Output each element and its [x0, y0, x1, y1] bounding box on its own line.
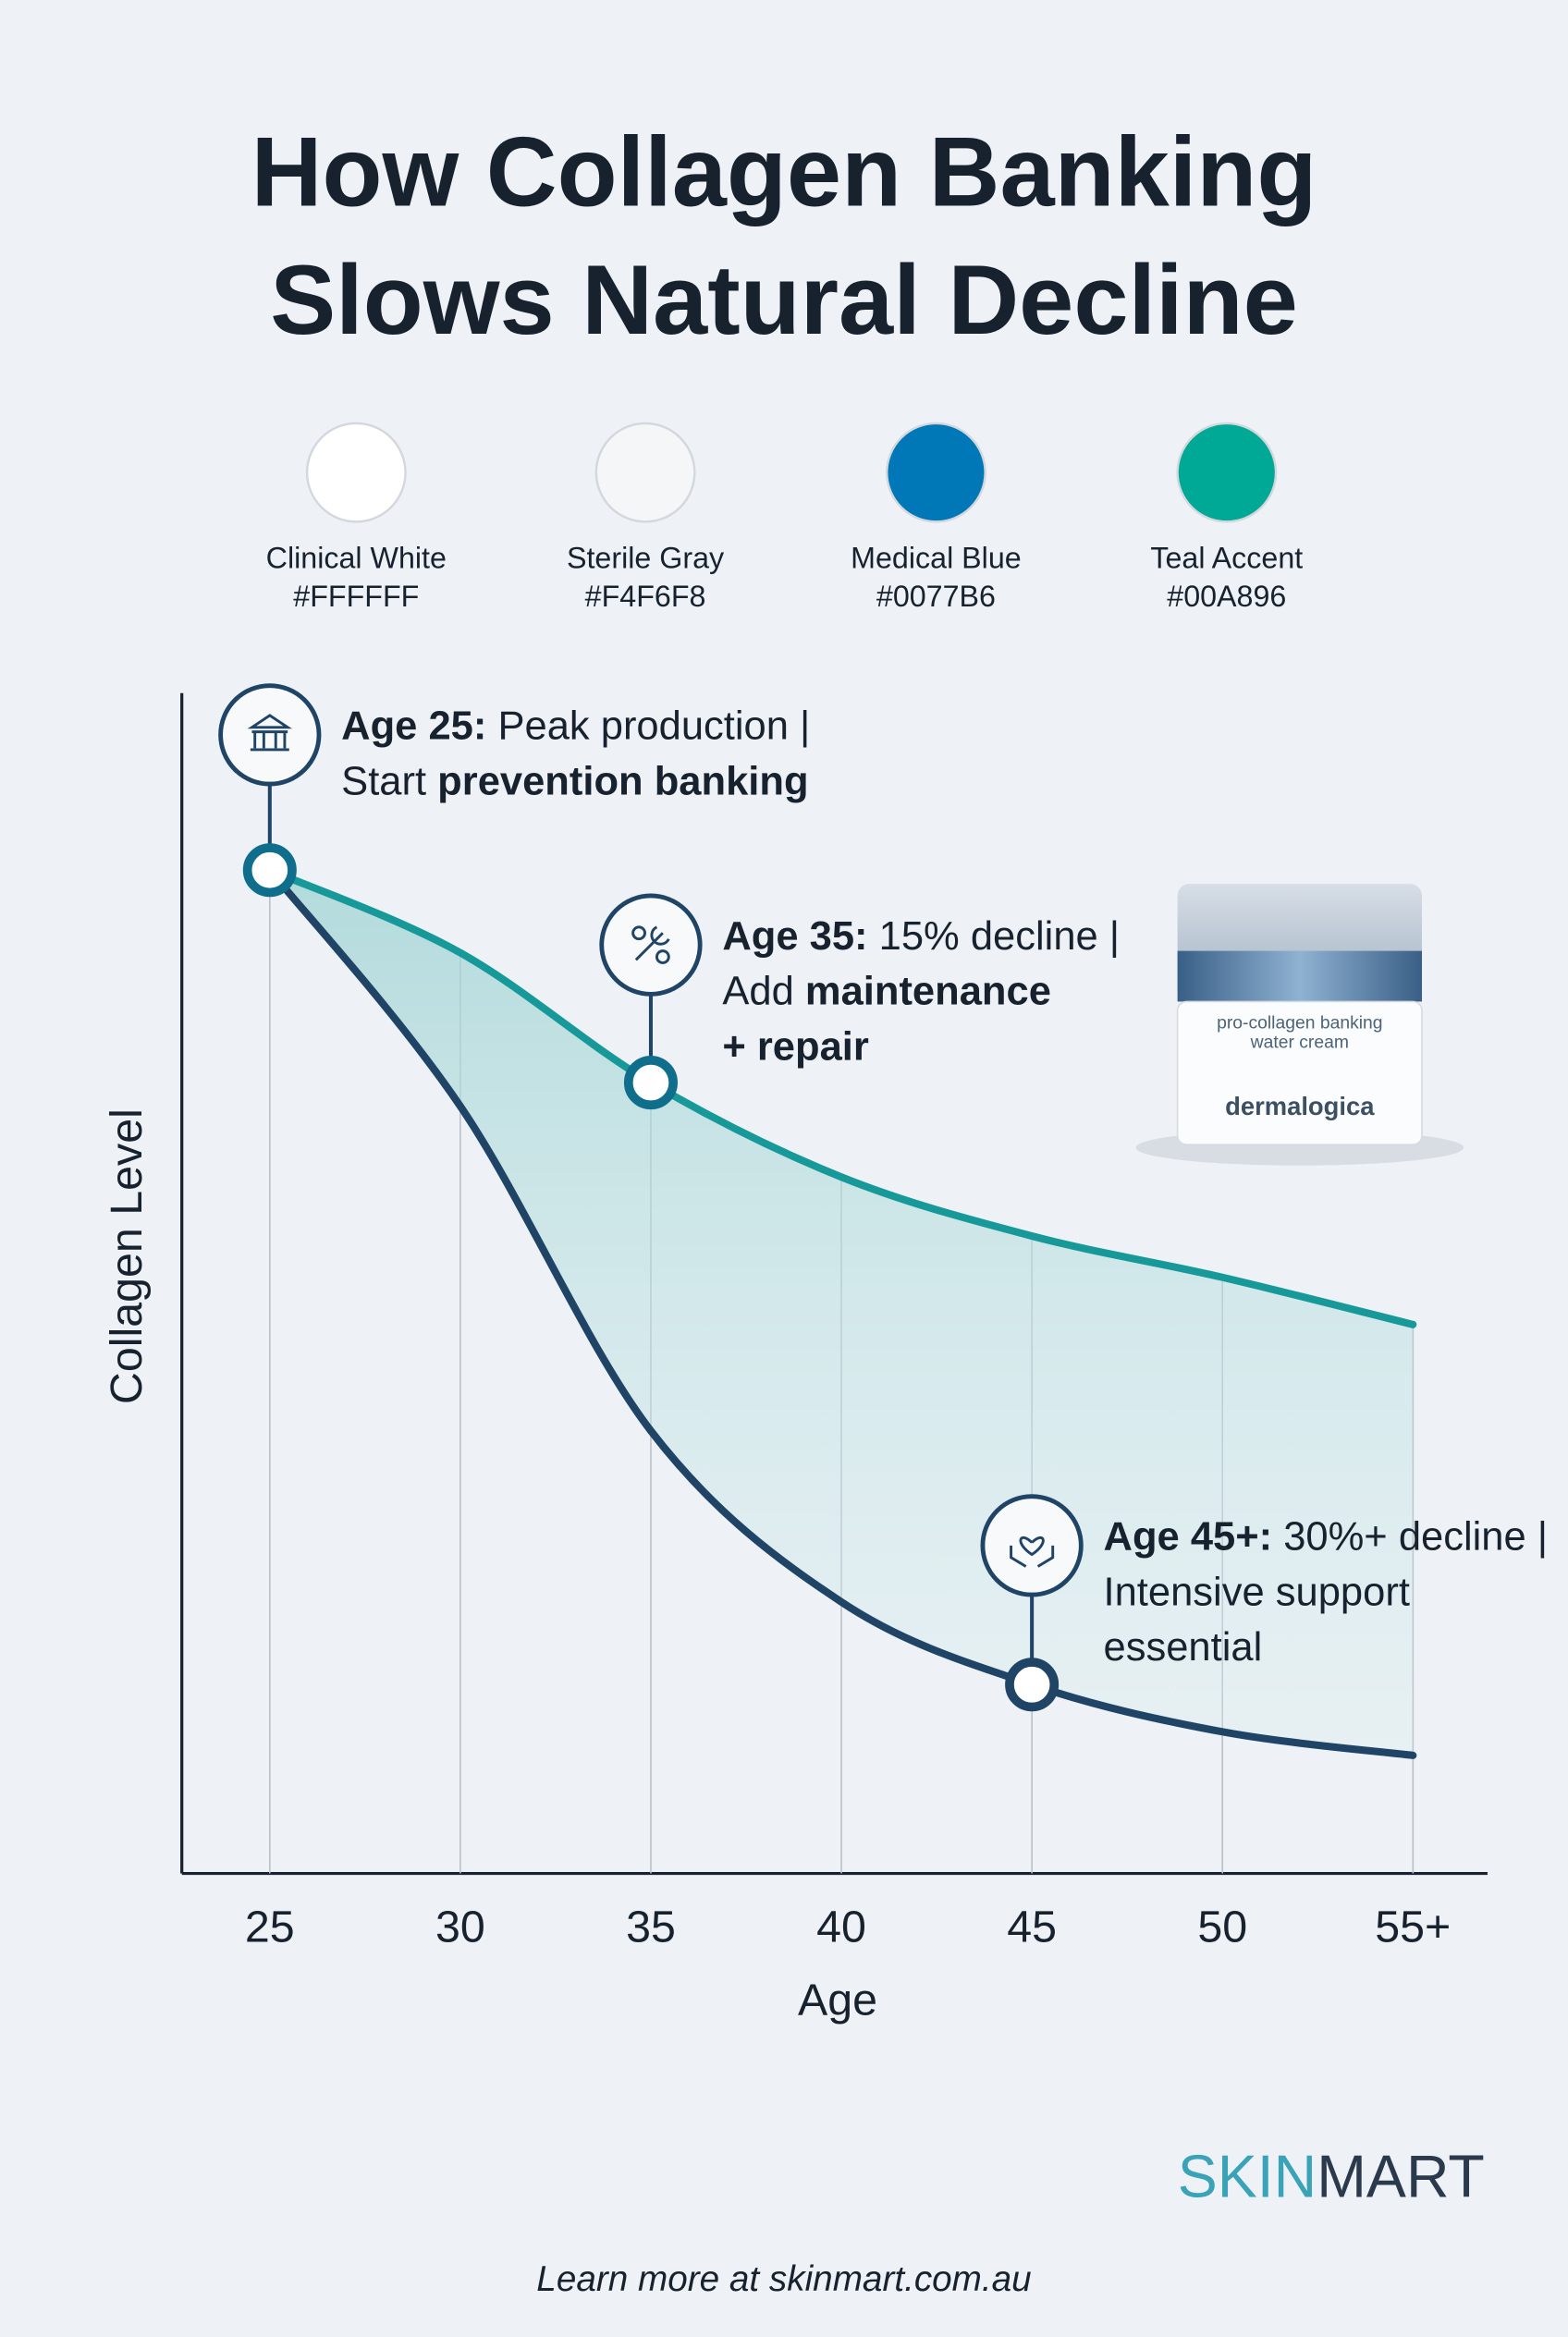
- annotation-line: Start prevention banking: [341, 759, 808, 803]
- annotation-text: Peak production |: [486, 704, 810, 749]
- swatch-hex: #00A896: [1167, 580, 1286, 613]
- swatch-hex: #0077B6: [876, 580, 996, 613]
- annotation-text: prevention banking: [437, 759, 808, 803]
- product-text: pro-collagen banking: [1217, 1012, 1382, 1033]
- product-image: pro-collagen banking water cream dermalo…: [1135, 884, 1464, 1166]
- annotation-text: Age 45+:: [1104, 1515, 1273, 1560]
- point-marker: [242, 843, 297, 898]
- x-tick-label: 40: [816, 1903, 866, 1952]
- title-line: Slows Natural Decline: [270, 245, 1298, 355]
- annotation-line: Age 25: Peak production |: [341, 704, 810, 749]
- swatch-hex: #F4F6F8: [585, 580, 706, 613]
- annotation-line: Age 35: 15% decline |: [722, 914, 1120, 959]
- x-tick-label: 55+: [1375, 1903, 1451, 1952]
- annotation-line: Age 45+: 30%+ decline |: [1104, 1515, 1549, 1560]
- logo-part: SKIN: [1178, 2143, 1317, 2209]
- x-axis-label: Age: [798, 1976, 877, 2025]
- annotation-text: essential: [1104, 1625, 1263, 1670]
- icon: [247, 714, 292, 752]
- annotation-line: Add maintenance: [722, 970, 1051, 1014]
- palette: Clinical White #FFFFFF Sterile Gray #F4F6F8…: [266, 422, 1303, 613]
- annotation-text: maintenance: [805, 970, 1051, 1014]
- annotation-text: Start: [341, 759, 437, 803]
- product-brand: dermalogica: [1225, 1092, 1375, 1120]
- icon: [631, 925, 670, 964]
- swatch: [886, 422, 986, 523]
- title-line: How Collagen Banking: [251, 117, 1317, 227]
- swatch: [1176, 422, 1278, 523]
- annotation-line: Intensive support: [1104, 1570, 1410, 1614]
- footer: Learn more at skinmart.com.au: [536, 2259, 1031, 2299]
- point-marker: [623, 1056, 678, 1110]
- swatch-name: Clinical White: [266, 541, 447, 574]
- annotation-text: 15% decline |: [868, 914, 1121, 959]
- swatch-name: Medical Blue: [851, 541, 1022, 574]
- y-axis-label: Collagen Level: [102, 1108, 152, 1404]
- jar-body: [1176, 1000, 1423, 1146]
- annotation-text: Age 25:: [341, 704, 486, 749]
- annotation-text: Age 35:: [722, 914, 867, 959]
- annotation-text: Intensive support: [1104, 1570, 1410, 1614]
- swatch-hex: #FFFFFF: [293, 580, 419, 613]
- icon-circle: [218, 683, 322, 787]
- annotation-text: Add: [722, 970, 805, 1014]
- x-tick-label: 30: [435, 1903, 485, 1952]
- annotation-text: + repair: [722, 1024, 869, 1069]
- plot: Age Collagen Level 25 30 35 40 45 50 55+ Age 25…: [102, 683, 1549, 2025]
- series-line: [265, 866, 1417, 1759]
- logo: SKINMART: [1178, 2143, 1485, 2209]
- swatch-name: Sterile Gray: [567, 541, 725, 574]
- logo-part: MART: [1317, 2143, 1484, 2209]
- point-marker: [1005, 1658, 1060, 1712]
- x-tick-label: 50: [1197, 1903, 1247, 1952]
- swatch: [305, 422, 407, 523]
- annotation-text: 30%+ decline |: [1272, 1515, 1548, 1560]
- annotation-line: + repair: [722, 1024, 869, 1069]
- icon: [1010, 1536, 1055, 1568]
- x-tick-label: 35: [626, 1903, 676, 1952]
- icon-circle: [980, 1494, 1084, 1597]
- product-text: water cream: [1250, 1032, 1349, 1052]
- x-tick-label: 25: [245, 1903, 295, 1952]
- x-tick-label: 45: [1007, 1903, 1057, 1952]
- jar-band: [1177, 950, 1423, 1002]
- swatch: [594, 422, 696, 523]
- series-line: [265, 866, 1417, 1328]
- swatch-name: Teal Accent: [1150, 541, 1303, 574]
- gap-area: [269, 870, 1414, 1756]
- annotation-line: essential: [1104, 1625, 1263, 1670]
